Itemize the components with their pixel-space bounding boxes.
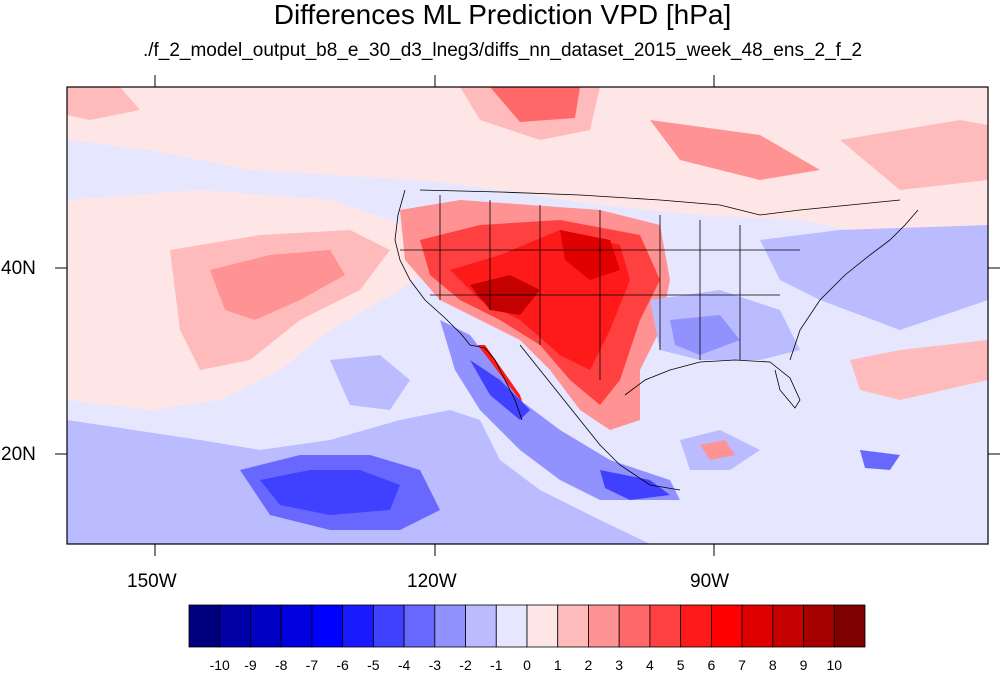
colorbar-tick-label: -8: [274, 657, 288, 673]
colorbar-tick-label: 10: [826, 657, 843, 673]
colorbar-tick-label: -2: [459, 657, 472, 673]
colorbar-tick-label: 1: [553, 657, 562, 673]
colorbar-box: [526, 604, 559, 648]
lon-label-150w: 150W: [127, 571, 177, 592]
colorbar-tick-label: -7: [305, 657, 319, 673]
colorbar-tick-label: 6: [707, 657, 716, 673]
colorbar-tick-label: -1: [490, 657, 503, 673]
colorbar-tick-label: -6: [336, 657, 349, 673]
map-frame: [66, 86, 989, 545]
colorbar-box: [465, 604, 497, 648]
colorbar-tick-label: -5: [367, 657, 380, 673]
colorbar-box: [649, 604, 682, 648]
colorbar-boxes: [188, 604, 866, 648]
colorbar-tick-label: -3: [428, 657, 442, 673]
colorbar-tick-label: 7: [738, 657, 746, 673]
colorbar-box: [403, 604, 436, 648]
colorbar-box: [557, 604, 589, 648]
colorbar-box: [710, 604, 743, 648]
colorbar-tick-label: 5: [676, 657, 685, 673]
colorbar-tick-label: 0: [523, 657, 531, 673]
colorbar-box: [342, 604, 374, 648]
colorbar-box: [219, 604, 251, 648]
lat-label-20n: 20N: [1, 444, 36, 465]
colorbar-tick-label: -9: [244, 657, 257, 673]
colorbar-box: [434, 604, 466, 648]
map-subtitle: ./f_2_model_output_b8_e_30_d3_lneg3/diff…: [142, 40, 863, 61]
colorbar-box: [588, 604, 620, 648]
colorbar-tick-label: -10: [209, 657, 230, 673]
colorbar-box: [618, 604, 651, 648]
colorbar-box: [833, 604, 866, 648]
axis-ticks: [55, 75, 1000, 556]
lon-label-90w: 90W: [690, 571, 730, 592]
coastlines: [394, 189, 919, 491]
colorbar-box: [772, 604, 804, 648]
lon-label-120w: 120W: [407, 571, 457, 592]
colorbar-box: [280, 604, 313, 648]
colorbar-tick-label: 3: [615, 657, 624, 673]
colorbar-box: [372, 604, 405, 648]
colorbar-box: [803, 604, 835, 648]
colorbar-box: [741, 604, 774, 648]
colorbar-tick-label: 2: [584, 657, 593, 673]
colorbar-tick-label: 9: [799, 657, 808, 673]
colorbar-box: [680, 604, 712, 648]
map-title: Differences ML Prediction VPD [hPa]: [273, 0, 732, 30]
vpd-difference-map: [55, 75, 1000, 556]
colorbar-box: [250, 604, 282, 648]
colorbar-box: [311, 604, 344, 648]
colorbar-box: [495, 604, 528, 648]
colorbar-tick-label: -4: [397, 657, 411, 673]
colorbar-box: [188, 604, 221, 648]
field-layer: [67, 87, 988, 544]
colorbar-tick-label: 8: [768, 657, 777, 673]
colorbar-tick-label: 4: [646, 657, 654, 673]
lat-label-40n: 40N: [1, 258, 36, 279]
